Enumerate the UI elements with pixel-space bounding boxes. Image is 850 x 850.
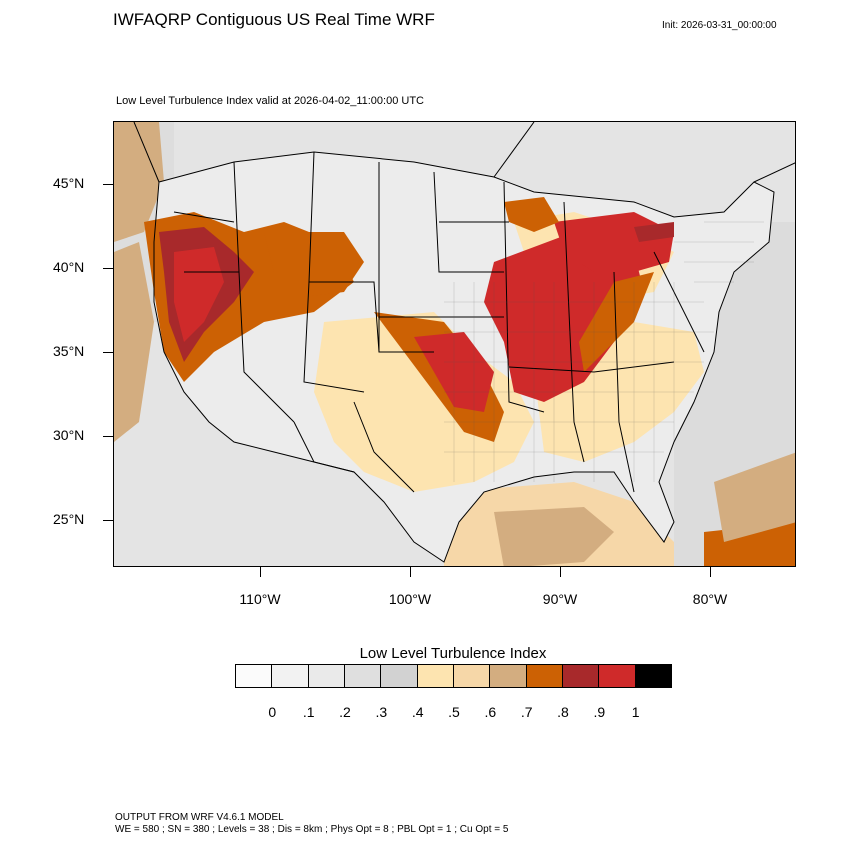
colorbar-level-label: .1 [302, 704, 315, 720]
ohio-orange [579, 272, 654, 372]
colorbar-box [634, 664, 672, 688]
lon-tick [260, 567, 261, 577]
map-subtitle: Low Level Turbulence Index valid at 2026… [116, 95, 424, 107]
colorbar-level-label: 0 [268, 704, 277, 720]
colorbar-box [416, 664, 454, 688]
lon-tick [560, 567, 561, 577]
colorbar-box [452, 664, 491, 688]
colorbar-box [525, 664, 563, 688]
model-info-line: OUTPUT FROM WRF V4.6.1 MODEL [115, 812, 284, 823]
map-canvas [114, 122, 795, 566]
lat-label-30n: 30°N [53, 427, 85, 443]
colorado-orange [264, 232, 364, 297]
colorbar-box [561, 664, 600, 688]
lat-tick [103, 268, 113, 269]
lat-tick [103, 520, 113, 521]
colorbar-level-label: .8 [557, 704, 569, 720]
lat-label-45n: 45°N [53, 175, 85, 191]
colorbar-box [380, 664, 418, 688]
gulf-brown-area [494, 507, 614, 566]
colorbar-box [598, 664, 636, 688]
lat-label-40n: 40°N [53, 259, 85, 275]
pacific-brown-area [114, 242, 154, 442]
colorbar-box [307, 664, 345, 688]
init-time-label: Init: 2026-03-31_00:00:00 [662, 20, 777, 31]
colorbar-level-label: .6 [484, 704, 497, 720]
colorbar-box [235, 664, 273, 688]
lon-label-100w: 100°W [388, 591, 432, 607]
lon-label-110w: 110°W [239, 591, 281, 607]
colorbar-level-label: 1 [631, 704, 640, 720]
state-boundaries [153, 151, 775, 563]
colorbar-level-label: .7 [520, 704, 533, 720]
lat-tick [103, 352, 113, 353]
lat-label-25n: 25°N [53, 511, 85, 527]
lon-tick [710, 567, 711, 577]
pacific-north-brown [114, 122, 164, 242]
legend-title: Low Level Turbulence Index [359, 645, 547, 662]
colorbar-level-label: .4 [411, 704, 424, 720]
nevada-red-core [174, 247, 224, 342]
colorbar-level-label: .5 [448, 704, 460, 720]
turbulence-map [113, 121, 796, 567]
lat-tick [103, 436, 113, 437]
colorbar-level-label: .3 [375, 704, 388, 720]
international-borders [133, 122, 795, 473]
main-title: IWFAQRP Contiguous US Real Time WRF [113, 10, 435, 29]
lat-label-35n: 35°N [53, 343, 85, 359]
colorbar [235, 664, 672, 688]
colorbar-level-label: .9 [593, 704, 606, 720]
superior-orange [504, 197, 559, 232]
colorbar-level-label: .2 [339, 704, 351, 720]
colorbar-box [489, 664, 527, 688]
atlantic-brown-area [714, 452, 795, 542]
lon-label-80w: 80°W [692, 591, 728, 607]
lake-erie [634, 222, 674, 242]
colorbar-box [343, 664, 382, 688]
midwest-red [484, 232, 644, 402]
lat-tick [103, 184, 113, 185]
lon-label-90w: 90°W [542, 591, 578, 607]
model-options-line: WE = 580 ; SN = 380 ; Levels = 38 ; Dis … [115, 824, 509, 835]
lake-michigan [566, 237, 584, 287]
lon-tick [410, 567, 411, 577]
county-boundaries [444, 221, 764, 482]
colorbar-box [271, 664, 309, 688]
